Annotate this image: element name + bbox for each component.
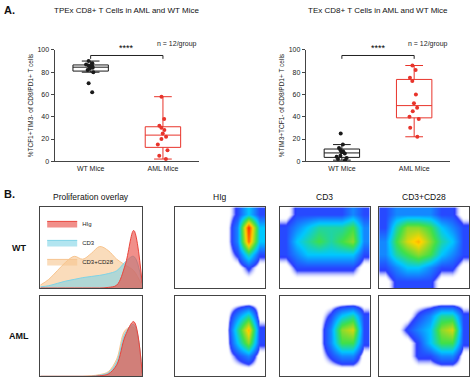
svg-text:TEx CD8+ T Cells in AML and WT: TEx CD8+ T Cells in AML and WT Mice: [308, 6, 448, 15]
svg-text:20: 20: [293, 135, 301, 142]
svg-text:B.: B.: [4, 188, 15, 200]
svg-text:80: 80: [293, 69, 301, 76]
svg-text:%TCF1+TIM3- of CD8/PD1+ T cell: %TCF1+TIM3- of CD8/PD1+ T cells: [27, 53, 34, 157]
svg-text:Proliferation overlay: Proliferation overlay: [53, 192, 129, 202]
svg-text:CD3+CD28: CD3+CD28: [402, 192, 446, 202]
svg-text:AML: AML: [9, 331, 29, 341]
svg-text:WT: WT: [12, 243, 26, 253]
svg-text:CD3: CD3: [82, 240, 95, 246]
svg-text:80: 80: [41, 69, 49, 76]
svg-text:100: 100: [37, 46, 49, 53]
svg-text:40: 40: [293, 113, 301, 120]
svg-text:40: 40: [41, 113, 49, 120]
svg-text:WT Mice: WT Mice: [77, 165, 105, 172]
svg-text:A.: A.: [4, 4, 15, 16]
svg-text:CD3: CD3: [316, 192, 333, 202]
svg-text:TPEx CD8+ T Cells in AML and W: TPEx CD8+ T Cells in AML and WT Mice: [54, 6, 199, 15]
svg-text:%TIM3+TCF1- of CD8/PD1+ T cell: %TIM3+TCF1- of CD8/PD1+ T cells: [278, 53, 285, 157]
svg-text:n = 12/group: n = 12/group: [408, 40, 448, 48]
svg-text:****: ****: [119, 43, 134, 53]
svg-text:HIg: HIg: [213, 192, 227, 202]
svg-text:AML Mice: AML Mice: [148, 165, 179, 172]
svg-text:100: 100: [289, 46, 301, 53]
svg-text:60: 60: [293, 91, 301, 98]
svg-text:60: 60: [41, 91, 49, 98]
svg-text:n = 12/group: n = 12/group: [157, 40, 197, 48]
svg-text:AML Mice: AML Mice: [399, 165, 430, 172]
svg-text:0: 0: [296, 158, 300, 165]
svg-text:HIg: HIg: [82, 221, 91, 227]
svg-text:****: ****: [371, 43, 386, 53]
svg-text:0: 0: [45, 158, 49, 165]
svg-text:20: 20: [41, 135, 49, 142]
svg-text:CD3+CD28: CD3+CD28: [82, 259, 114, 265]
svg-text:WT Mice: WT Mice: [328, 165, 356, 172]
